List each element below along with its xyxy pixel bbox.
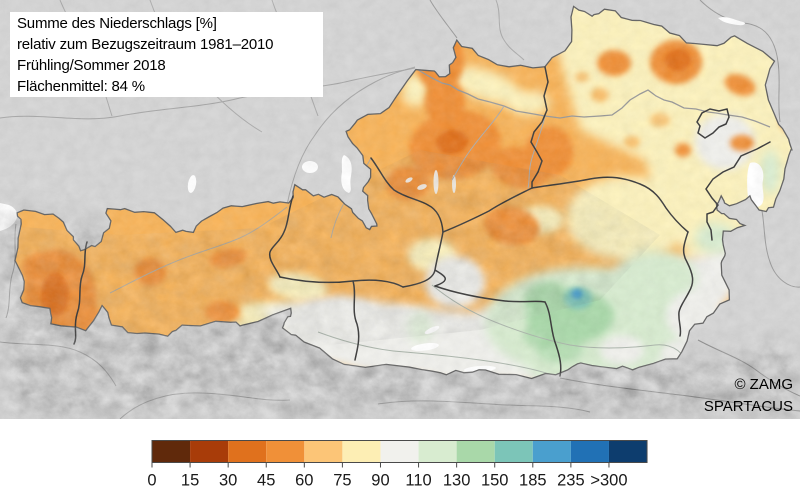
svg-text:© ZAMG: © ZAMG — [734, 376, 793, 393]
svg-text:Frühling/Sommer 2018: Frühling/Sommer 2018 — [17, 57, 166, 74]
svg-text:185: 185 — [519, 472, 547, 490]
svg-text:60: 60 — [295, 472, 313, 490]
svg-text:SPARTACUS: SPARTACUS — [704, 398, 793, 415]
svg-text:Flächenmittel: 84 %: Flächenmittel: 84 % — [17, 78, 145, 95]
svg-text:45: 45 — [257, 472, 275, 490]
svg-text:Summe des Niederschlags [%]: Summe des Niederschlags [%] — [17, 15, 217, 32]
svg-text:30: 30 — [219, 472, 237, 490]
svg-text:15: 15 — [181, 472, 199, 490]
svg-text:235: 235 — [557, 472, 585, 490]
svg-text:130: 130 — [443, 472, 471, 490]
svg-text:150: 150 — [481, 472, 509, 490]
svg-text:110: 110 — [405, 472, 431, 490]
svg-text:90: 90 — [371, 472, 389, 490]
svg-text:0: 0 — [147, 472, 156, 490]
svg-text:>300: >300 — [590, 472, 627, 490]
svg-text:relativ zum Bezugszeitraum 198: relativ zum Bezugszeitraum 1981–2010 — [17, 36, 273, 53]
svg-text:75: 75 — [333, 472, 351, 490]
